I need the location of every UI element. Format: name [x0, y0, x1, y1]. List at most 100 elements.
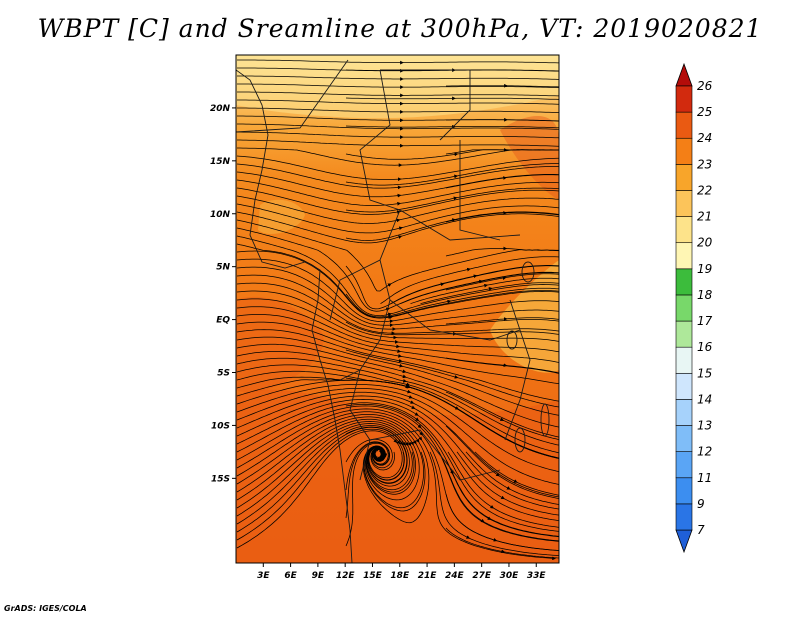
streamline: [401, 144, 559, 147]
lake-east: [514, 427, 526, 453]
streamline: [236, 418, 414, 501]
chart-title: WBPT [C] and Sreamline at 300hPa, VT: 20…: [37, 14, 763, 43]
streamline: [504, 273, 559, 279]
colorbar-label: 7: [697, 523, 705, 537]
streamline: [390, 284, 559, 315]
streamline: [456, 163, 559, 177]
streamline: [449, 287, 559, 302]
streamline: [445, 246, 508, 257]
streamline: [410, 397, 559, 485]
streamline: [401, 77, 559, 80]
colorbar-label: 26: [697, 79, 713, 93]
streamline: [486, 277, 559, 286]
lake-southeast: [540, 403, 550, 437]
streamline: [398, 189, 559, 213]
streamline: [345, 196, 458, 213]
streamline: [400, 213, 559, 237]
streamline: [237, 75, 404, 81]
streamline: [490, 282, 559, 289]
lat-label: 5N: [216, 263, 230, 273]
streamline: [237, 59, 404, 65]
streamline: [413, 407, 559, 510]
streamline: [236, 343, 407, 374]
streamline: [438, 451, 485, 523]
streamline: [345, 321, 457, 336]
streamline: [237, 83, 404, 89]
streamline: [515, 481, 559, 496]
lat-label: 5S: [217, 369, 230, 379]
streamline: [399, 351, 559, 374]
grads-credit: GrADS: IGES/COLA: [4, 604, 87, 613]
streamline: [237, 131, 404, 139]
streamline: [345, 96, 456, 101]
streamline: [236, 195, 401, 224]
colorbar-swatch: [675, 190, 693, 217]
streamline: [236, 235, 392, 317]
streamline: [429, 451, 471, 539]
colorbar-swatch: [675, 320, 693, 348]
streamline: [489, 518, 559, 538]
streamline: [468, 256, 559, 270]
streamline: [236, 399, 419, 445]
colorbar-swatch: [675, 216, 693, 244]
streamline: [400, 360, 559, 402]
streamline: [390, 290, 559, 318]
colorbar-swatch: [675, 346, 693, 374]
streamline: [495, 540, 559, 551]
streamline: [236, 428, 401, 541]
streamline: [236, 329, 403, 363]
streamline: [236, 179, 402, 206]
lat-label: 10N: [210, 210, 231, 220]
streamline: [391, 291, 559, 318]
streamline: [492, 507, 559, 530]
streamline: [502, 419, 559, 440]
streamline: [402, 86, 559, 89]
streamline: [345, 403, 454, 475]
streamline: [236, 423, 409, 517]
streamline: [445, 317, 508, 325]
wbpt-shade-top-band: [236, 55, 559, 119]
streamline: [401, 365, 559, 416]
streamline: [236, 187, 401, 215]
lon-label: 18E: [390, 571, 410, 581]
streamline: [400, 279, 484, 305]
streamline: [445, 211, 508, 223]
streamline: [454, 331, 559, 335]
streamline: [482, 521, 559, 543]
streamline: [400, 355, 559, 385]
streamline: [362, 441, 430, 524]
colorbar-top-arrow: [675, 62, 693, 87]
border-north-b: [380, 69, 471, 141]
colorbar: 7 9 11 12 13 14 15 16 17 18 19 20 21 22 23 24 25 26: [675, 62, 713, 554]
streamline: [410, 283, 489, 305]
streamline: [481, 272, 559, 282]
streamline: [236, 425, 406, 525]
colorbar-label: 20: [697, 236, 713, 250]
streamline: [445, 493, 498, 542]
streamline: [380, 267, 471, 305]
colorbar-label: 19: [697, 262, 712, 276]
colorbar-swatch: [675, 85, 693, 113]
streamline: [236, 405, 422, 461]
streamline: [398, 197, 559, 221]
streamline: [399, 157, 559, 180]
border-north-a: [236, 59, 349, 133]
streamline: [345, 152, 459, 160]
lat-label: EQ: [216, 316, 230, 326]
streamline: [236, 391, 415, 429]
streamline: [508, 488, 559, 505]
streamline: [405, 380, 559, 446]
streamline: [236, 290, 398, 340]
streamline: [408, 384, 559, 454]
colorbar-swatch: [675, 268, 693, 296]
streamline: [236, 357, 407, 383]
coastline-west: [236, 69, 353, 563]
streamline: [236, 219, 392, 292]
streamline: [401, 136, 559, 139]
streamline: [505, 174, 559, 179]
streamline: [445, 176, 507, 189]
streamline: [445, 357, 508, 368]
streamline: [402, 61, 559, 64]
lon-label: 33E: [527, 571, 547, 581]
